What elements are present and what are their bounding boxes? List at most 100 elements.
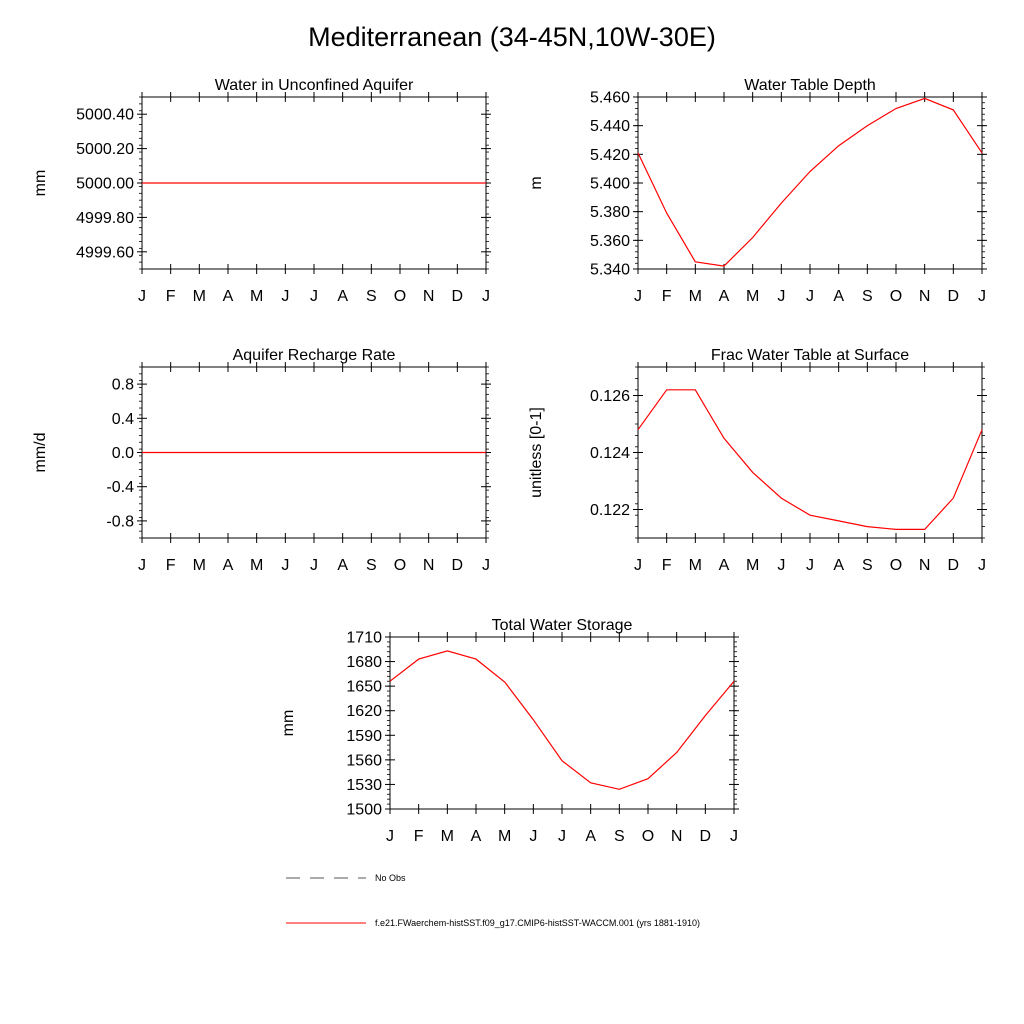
x-tick-label: A <box>337 557 348 574</box>
x-tick-label: J <box>978 288 986 305</box>
y-tick-label: 5.420 <box>590 147 630 164</box>
x-tick-label: A <box>719 557 730 574</box>
x-tick-label: M <box>498 828 511 845</box>
y-tick-label: 1500 <box>346 802 382 819</box>
y-tick-label: 1650 <box>346 679 382 696</box>
x-tick-label: M <box>250 288 263 305</box>
panel-aquifer-recharge-rate: Aquifer Recharge Rate mm/d -0.8 -0.4 0.0 0.4 0… <box>32 347 491 574</box>
x-tick-label: O <box>890 288 902 305</box>
x-tick-label: M <box>689 557 702 574</box>
y-tick-label: 0.124 <box>590 445 630 462</box>
y-tick-label: 5.460 <box>590 90 630 107</box>
y-tick-label: 5.340 <box>590 262 630 279</box>
x-tick-label: M <box>441 828 454 845</box>
legend-obs-line <box>286 877 366 879</box>
x-tick-label: D <box>452 288 464 305</box>
x-tick-label: F <box>662 557 672 574</box>
x-tick-label: M <box>250 557 263 574</box>
x-tick-label: J <box>730 828 738 845</box>
x-tick-label: A <box>223 288 234 305</box>
x-tick-label: J <box>482 557 490 574</box>
panel-title: Total Water Storage <box>492 617 633 634</box>
x-tick-label: J <box>310 557 318 574</box>
y-tick-label: 5.380 <box>590 204 630 221</box>
x-tick-label: D <box>452 557 464 574</box>
x-tick-label: F <box>166 288 176 305</box>
y-axis-label: unitless [0-1] <box>528 407 545 498</box>
x-tick-label: A <box>471 828 482 845</box>
x-tick-label: J <box>281 557 289 574</box>
x-tick-label: S <box>366 557 377 574</box>
x-tick-label: S <box>614 828 625 845</box>
y-tick-label: -0.4 <box>106 479 134 496</box>
plot-frame <box>637 96 983 270</box>
panel-total-water-storage: Total Water Storage mm 1500 1530 1560 1590 162… <box>280 617 739 845</box>
x-tick-label: N <box>919 288 931 305</box>
x-tick-label: S <box>366 288 377 305</box>
x-tick-label: J <box>482 288 490 305</box>
x-tick-label: O <box>890 557 902 574</box>
legend-model-label: f.e21.FWaerchem-histSST.f09_g17.CMIP6-hi… <box>375 918 700 928</box>
y-tick-label: 4999.80 <box>76 210 134 227</box>
x-tick-label: A <box>833 288 844 305</box>
y-tick-label: 5.360 <box>590 233 630 250</box>
x-tick-label: A <box>223 557 234 574</box>
x-tick-label: M <box>689 288 702 305</box>
x-tick-label: J <box>777 557 785 574</box>
x-tick-label: A <box>719 288 730 305</box>
x-tick-label: J <box>806 557 814 574</box>
plot-frame <box>389 636 735 810</box>
x-tick-label: M <box>193 557 206 574</box>
y-tick-label: 0.122 <box>590 502 630 519</box>
x-tick-label: D <box>948 288 960 305</box>
panel-water-table-depth: Water Table Depth m 5.340 5.360 5.380 5.400 5.… <box>528 77 987 305</box>
x-tick-label: F <box>414 828 424 845</box>
y-tick-label: 0.0 <box>112 445 134 462</box>
series-line <box>389 650 735 790</box>
y-tick-label: 1620 <box>346 703 382 720</box>
x-tick-label: F <box>662 288 672 305</box>
x-tick-label: N <box>423 288 435 305</box>
x-tick-label: A <box>833 557 844 574</box>
series-line <box>637 97 983 267</box>
x-tick-label: S <box>862 288 873 305</box>
x-tick-label: J <box>978 557 986 574</box>
y-tick-label: 1560 <box>346 752 382 769</box>
panel-water-unconfined-aquifer: Water in Unconfined Aquifer mm 4999.60 4999… <box>32 77 491 305</box>
y-axis-label: mm/d <box>32 433 49 473</box>
x-tick-label: J <box>138 288 146 305</box>
x-tick-label: J <box>634 557 642 574</box>
x-tick-label: O <box>642 828 654 845</box>
y-tick-label: 0.126 <box>590 388 630 405</box>
x-tick-label: N <box>423 557 435 574</box>
x-tick-label: S <box>862 557 873 574</box>
y-axis-label: mm <box>32 170 49 197</box>
y-tick-label: 0.8 <box>112 377 134 394</box>
y-tick-label: 5000.20 <box>76 141 134 158</box>
x-tick-label: A <box>337 288 348 305</box>
x-tick-label: J <box>558 828 566 845</box>
x-tick-label: D <box>948 557 960 574</box>
y-tick-label: 1680 <box>346 654 382 671</box>
x-tick-label: F <box>166 557 176 574</box>
panel-title: Water Table Depth <box>744 77 876 94</box>
x-tick-label: J <box>634 288 642 305</box>
y-tick-label: 4999.60 <box>76 244 134 261</box>
x-tick-label: M <box>746 288 759 305</box>
y-axis-label: m <box>528 176 545 189</box>
panel-frac-water-table-surface: Frac Water Table at Surface unitless [0-1… <box>528 347 987 574</box>
x-tick-label: O <box>394 557 406 574</box>
x-tick-label: J <box>386 828 394 845</box>
y-tick-label: 5000.00 <box>76 176 134 193</box>
x-tick-label: J <box>281 288 289 305</box>
y-axis-label: mm <box>280 710 297 737</box>
figure-title: Mediterranean (34-45N,10W-30E) <box>308 22 716 52</box>
panel-title: Frac Water Table at Surface <box>711 347 909 364</box>
y-tick-label: 1710 <box>346 630 382 647</box>
y-tick-label: 0.4 <box>112 411 134 428</box>
legend-model-line <box>286 922 366 924</box>
series-line <box>637 389 983 531</box>
x-tick-label: A <box>585 828 596 845</box>
x-tick-label: J <box>138 557 146 574</box>
